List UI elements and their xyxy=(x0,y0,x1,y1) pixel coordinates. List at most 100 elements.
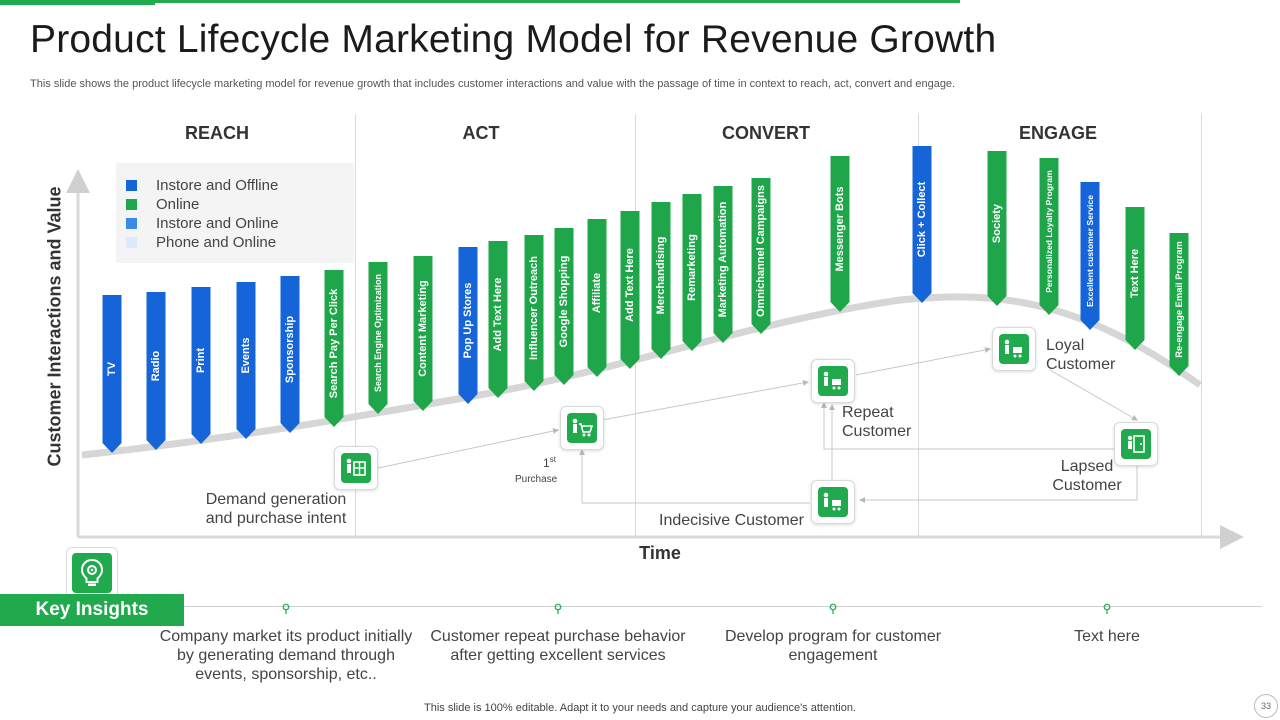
page-number: 33 xyxy=(1254,694,1278,718)
touchpoint-label: Influencer Outreach xyxy=(528,256,540,360)
demand-label: Demand generation and purchase intent xyxy=(205,491,347,527)
insight-pin-icon xyxy=(1103,603,1111,614)
loyal-shopper-icon xyxy=(999,334,1029,364)
touchpoint-bar xyxy=(280,276,300,433)
touchpoint-label: Sponsorship xyxy=(284,316,296,384)
legend-item: Instore and Online xyxy=(126,214,279,233)
touchpoint-bar xyxy=(987,151,1007,306)
insight-text: Develop program for customer engagement xyxy=(724,628,942,664)
first-purchase-node xyxy=(560,406,604,450)
touchpoint-bar xyxy=(830,156,850,312)
exit-door-icon xyxy=(1121,429,1151,459)
touchpoint-label: Society xyxy=(991,203,1003,243)
touchpoint-label: Search Pay Per Click xyxy=(328,288,340,398)
first-purchase-suffix: st xyxy=(549,455,556,464)
touchpoint-bar xyxy=(413,256,433,411)
y-axis-label: Customer Interactions and Value xyxy=(44,186,65,467)
touchpoint-bar xyxy=(1169,233,1189,376)
x-axis-label: Time xyxy=(639,543,681,563)
touchpoint-label: Messenger Bots xyxy=(834,187,846,272)
touchpoint-label: TV xyxy=(106,361,118,376)
touchpoint-label: Personalized Loyalty Program xyxy=(1044,170,1054,293)
touchpoint-label: Re-engage Email Program xyxy=(1174,241,1184,358)
indecisive-shopper-icon xyxy=(818,487,848,517)
touchpoint-label: Merchandising xyxy=(655,237,667,315)
legend-item: Phone and Online xyxy=(126,233,276,252)
connector-loyal-lapsed xyxy=(1049,369,1138,421)
store-icon xyxy=(341,453,371,483)
touchpoint-bar xyxy=(651,202,671,359)
indecisive-label: Indecisive Customer xyxy=(659,512,804,529)
touchpoint-bar xyxy=(488,241,508,398)
touchpoint-bar xyxy=(554,228,574,385)
legend-item: Instore and Offline xyxy=(126,176,278,195)
touchpoint-bar xyxy=(751,178,771,334)
shopper-icon xyxy=(818,366,848,396)
repeat-label: Repeat Customer xyxy=(842,404,912,440)
lightbulb-gear-icon xyxy=(72,553,112,593)
touchpoint-label: Events xyxy=(240,337,252,373)
insight-pin-icon xyxy=(282,603,290,614)
touchpoint-bar xyxy=(1125,207,1145,350)
indecisive-node xyxy=(811,480,855,524)
connector-demand-first xyxy=(377,428,559,469)
touchpoint-label: Remarketing xyxy=(686,234,698,301)
phase-engage: ENGAGE xyxy=(1018,123,1097,143)
cart-icon xyxy=(567,413,597,443)
touchpoint-label: Print xyxy=(195,348,207,373)
insight-text: Company market its product initially by … xyxy=(159,628,413,683)
touchpoint-bar xyxy=(236,282,256,439)
touchpoint-label: Content Marketing xyxy=(417,280,429,377)
legend-label: Phone and Online xyxy=(156,234,277,251)
repeat-node xyxy=(811,359,855,403)
touchpoint-bar xyxy=(1080,182,1100,330)
legend-label: Online xyxy=(156,196,200,213)
legend-label: Instore and Offline xyxy=(156,177,279,194)
key-insights-title: Key Insights xyxy=(0,594,184,626)
touchpoint-bar xyxy=(912,146,932,303)
connector-indecisive-first xyxy=(579,449,810,504)
connector-repeat-loyal xyxy=(855,347,991,376)
slide-subtitle: This slide shows the product lifecycle m… xyxy=(30,78,956,90)
touchpoint-label: Google Shopping xyxy=(558,256,570,348)
touchpoint-bar xyxy=(1039,158,1059,315)
touchpoint-label: Pop Up Stores xyxy=(462,283,474,359)
legend-item: Online xyxy=(126,195,199,214)
legend-swatch xyxy=(126,199,137,210)
insight-text: Customer repeat purchase behavior after … xyxy=(430,628,686,664)
phase-divider xyxy=(918,114,919,538)
loyal-label: Loyal Customer xyxy=(1046,337,1116,373)
phase-reach: REACH xyxy=(184,123,249,143)
legend-label: Instore and Online xyxy=(156,215,279,232)
first-purchase-label: Purchase xyxy=(515,474,558,485)
phase-convert: CONVERT xyxy=(721,123,810,143)
touchpoint-label: Marketing Automation xyxy=(717,201,729,317)
phase-act: ACT xyxy=(462,123,500,143)
first-purchase-number: 1st xyxy=(543,455,556,470)
legend-swatch xyxy=(126,218,137,229)
insights-icon-box xyxy=(66,547,118,599)
connector-lapsed-repeat xyxy=(821,402,1114,450)
touchpoint-label: Add Text Here xyxy=(492,278,504,352)
touchpoint-bar xyxy=(102,295,122,453)
connector-first-repeat xyxy=(601,379,809,421)
touchpoint-bar xyxy=(458,247,478,404)
touchpoint-bar xyxy=(368,262,388,414)
touchpoint-bar xyxy=(191,287,211,444)
loyal-node xyxy=(992,327,1036,371)
channel-legend: Instore and Offline Online Instore and O… xyxy=(116,163,354,263)
top-accent-tab xyxy=(0,0,155,5)
phase-divider xyxy=(355,114,356,538)
lapsed-node xyxy=(1114,422,1158,466)
legend-swatch xyxy=(126,180,137,191)
insight-pin-icon xyxy=(554,603,562,614)
touchpoint-label: Click + Collect xyxy=(916,181,928,257)
touchpoint-bar xyxy=(620,211,640,369)
touchpoint-label: Excellent customer Service xyxy=(1085,195,1095,307)
lapsed-label: Lapsed Customer xyxy=(1052,458,1122,494)
touchpoint-label: Affiliate xyxy=(591,273,603,313)
top-accent-line xyxy=(0,0,960,3)
touchpoint-label: Omnichannel Campaigns xyxy=(755,185,767,317)
demand-node xyxy=(334,446,378,490)
touchpoint-bar xyxy=(682,194,702,351)
